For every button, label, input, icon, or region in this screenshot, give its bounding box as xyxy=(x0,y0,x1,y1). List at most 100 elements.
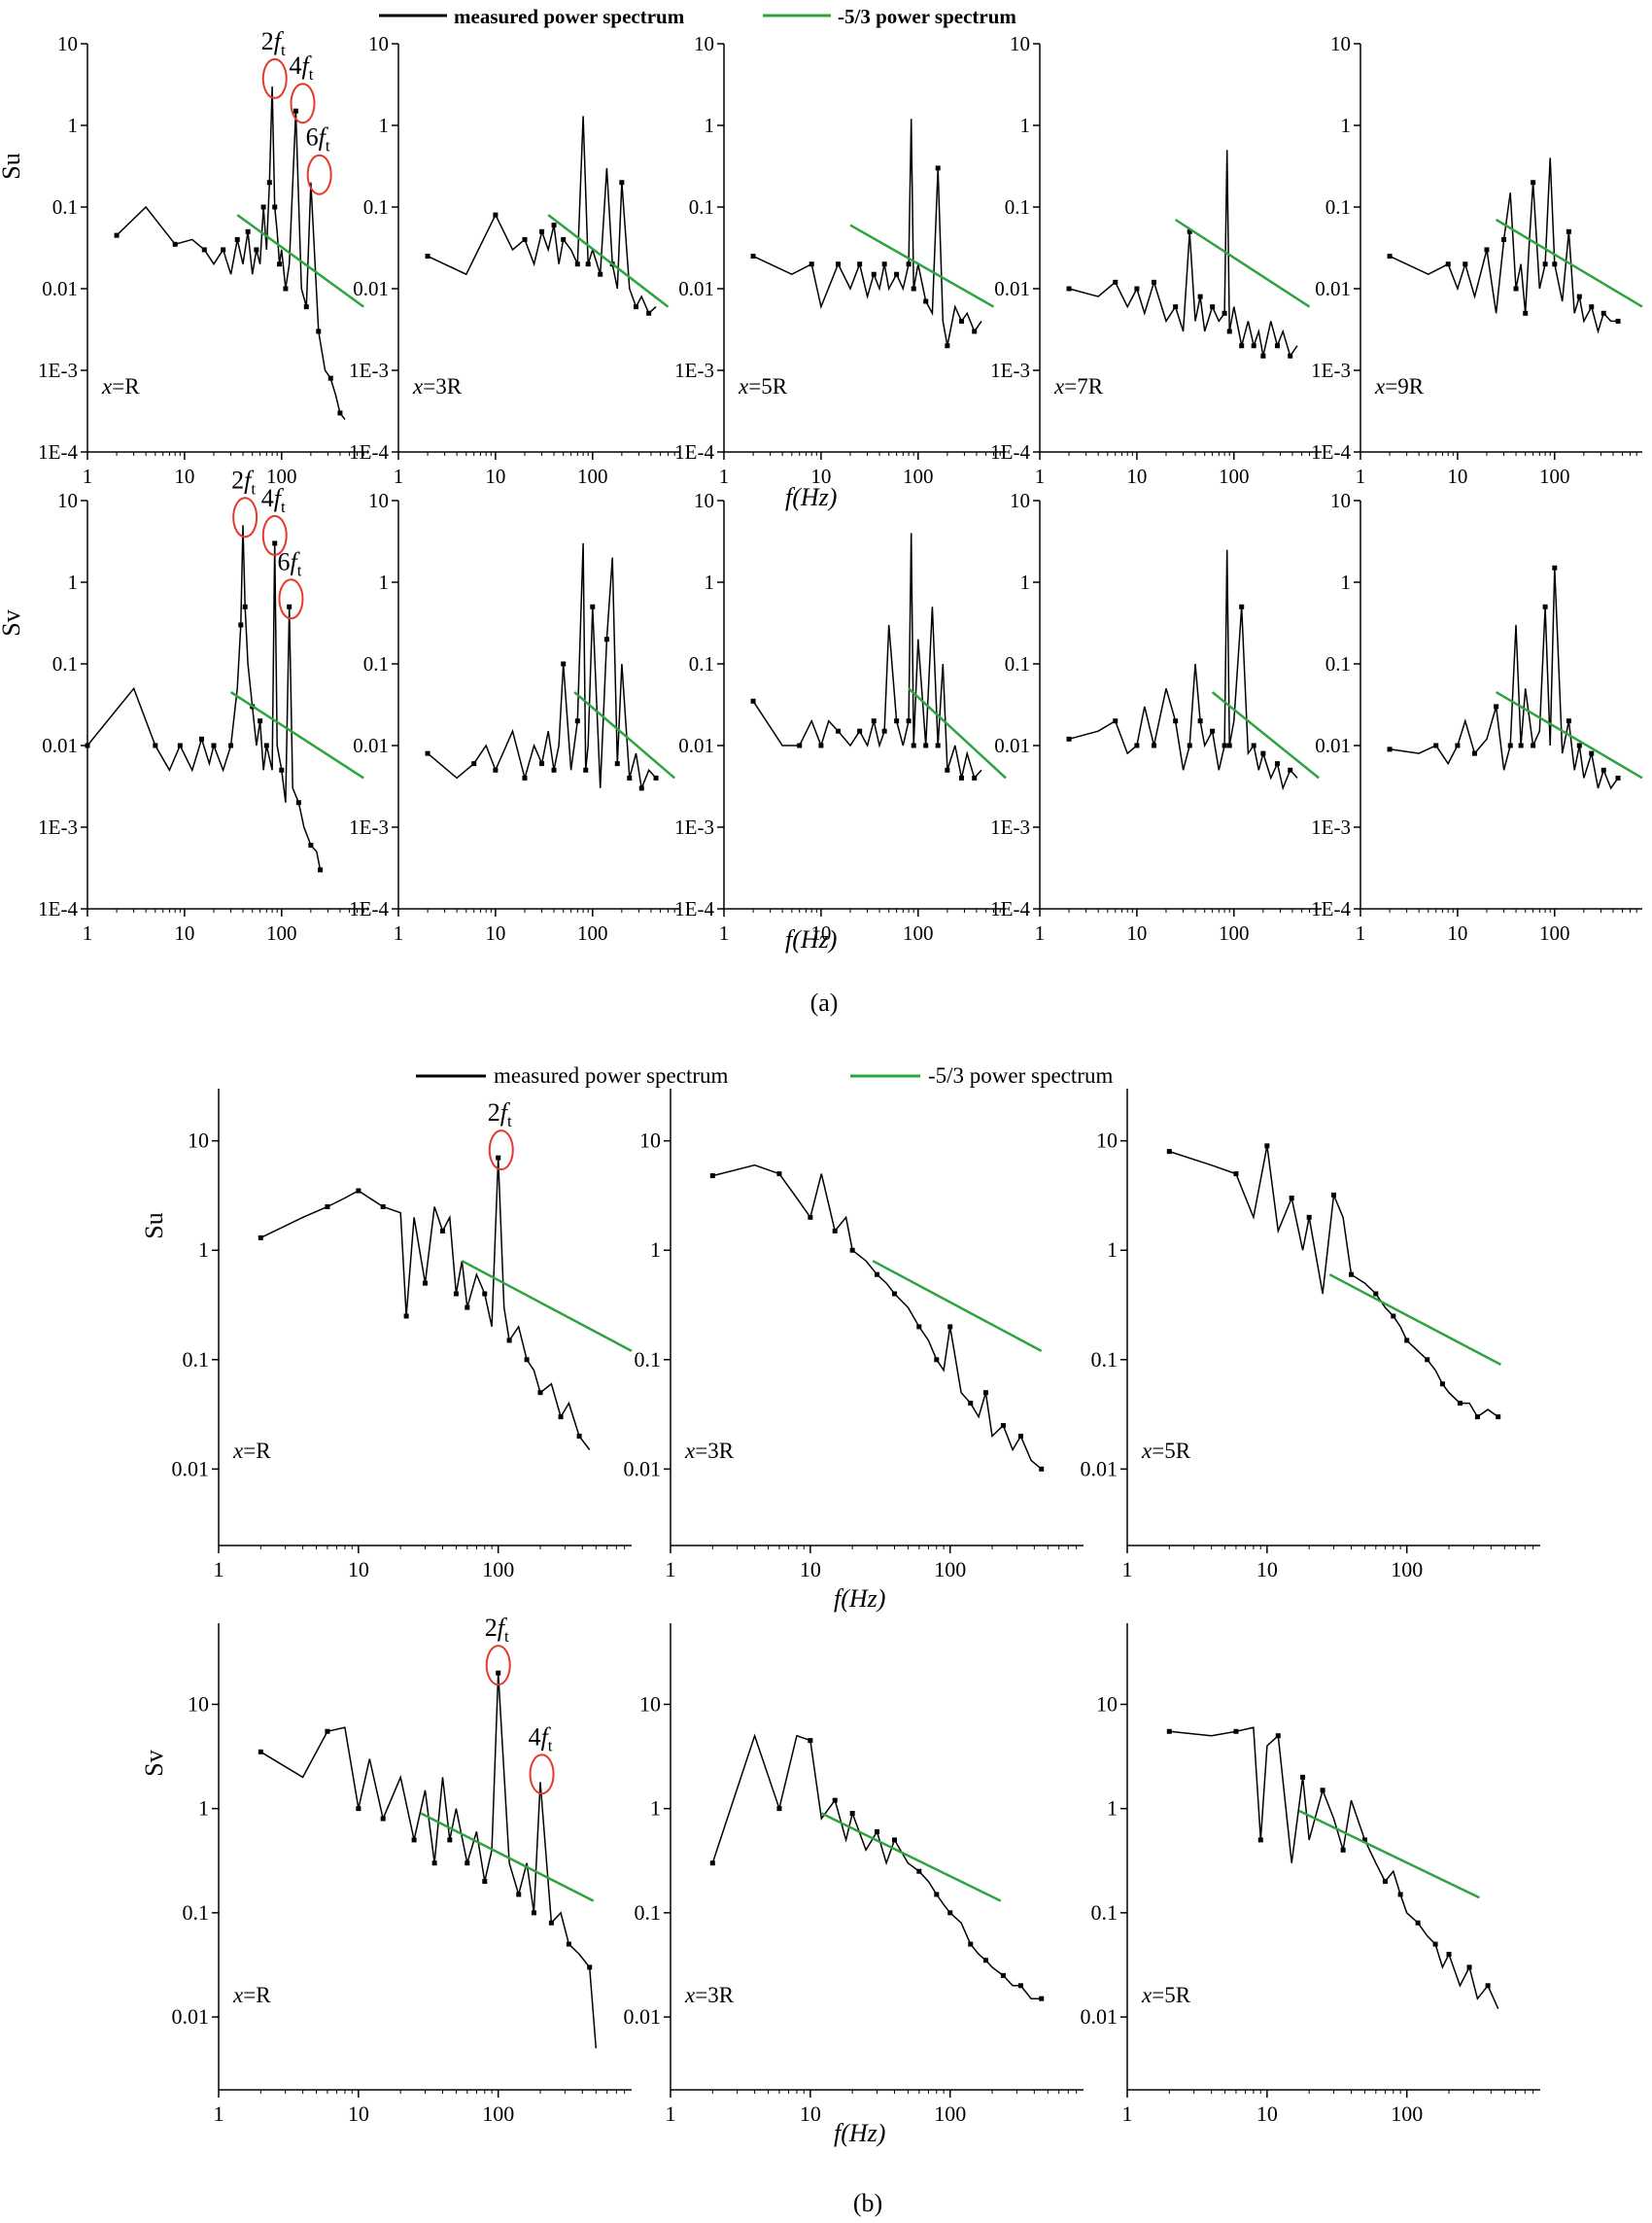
peak-label-f: f xyxy=(290,547,300,575)
y-tick-label: 0.1 xyxy=(363,652,389,676)
annotation-rest: =3R xyxy=(423,374,462,399)
data-point xyxy=(1566,228,1571,234)
data-point xyxy=(566,1941,571,1947)
data-point xyxy=(709,1173,715,1179)
x-tick-label: 1 xyxy=(214,1557,224,1581)
data-point xyxy=(1471,750,1477,756)
data-point xyxy=(1151,279,1156,285)
data-point xyxy=(1415,1920,1421,1926)
peak-label-f: f xyxy=(500,1098,511,1127)
y-tick-label: 0.1 xyxy=(52,652,78,676)
data-point xyxy=(1197,718,1203,724)
x-tick-label: 1 xyxy=(1356,465,1366,488)
peak-label: 4ft xyxy=(529,1722,553,1754)
data-point xyxy=(539,228,545,234)
data-point xyxy=(465,1860,470,1866)
x-tick-label: 1 xyxy=(719,465,730,488)
x-tick-label: 100 xyxy=(1391,2101,1423,2126)
data-point xyxy=(287,604,293,609)
data-point xyxy=(85,743,90,748)
data-point xyxy=(1589,750,1595,756)
annotation-rest: =7R xyxy=(1064,374,1103,399)
data-point xyxy=(1173,718,1179,724)
peak-label-sub: t xyxy=(504,1627,509,1646)
data-point xyxy=(614,761,620,767)
y-tick-label: 0.01 xyxy=(1081,2004,1119,2029)
data-point xyxy=(871,271,877,277)
fit-line xyxy=(1495,691,1643,780)
y-tick-label: 1E-4 xyxy=(38,440,78,464)
data-point xyxy=(524,1357,530,1363)
x-tick-label: 100 xyxy=(903,921,934,945)
data-point xyxy=(1226,743,1232,748)
peak-label: 4ft xyxy=(261,484,286,516)
data-point xyxy=(561,236,567,242)
peak-label: 2ft xyxy=(485,1614,509,1646)
legend-b-fit-label: -5/3 power spectrum xyxy=(928,1063,1113,1088)
data-point xyxy=(835,261,841,267)
x-tick-label: 100 xyxy=(1391,1557,1423,1581)
data-point xyxy=(646,310,652,316)
annotation-x: x xyxy=(684,1983,696,2007)
data-point xyxy=(1260,353,1266,359)
xaxis-label-b-row2: f(Hz) xyxy=(834,2119,885,2147)
fit-line xyxy=(229,691,364,780)
panel-a-sv-5: 1 10 100 10 1 0.1 0.01 1E-3 1E-4 xyxy=(1311,489,1643,945)
data-point xyxy=(1361,1837,1367,1843)
y-tick-label: 10 xyxy=(1010,489,1030,512)
data-point xyxy=(857,261,863,267)
x-tick-label: 1 xyxy=(1122,2101,1133,2126)
data-point xyxy=(551,223,557,228)
y-tick-label: 10 xyxy=(188,1129,209,1153)
x-tick-label: 10 xyxy=(485,921,505,945)
data-point xyxy=(809,261,814,267)
peak-label-sub: t xyxy=(281,41,286,59)
panel-annotation: x=R xyxy=(232,1983,271,2007)
data-point xyxy=(548,1920,554,1926)
data-point xyxy=(1615,775,1621,781)
fit-line xyxy=(1328,1273,1501,1367)
data-point xyxy=(295,800,301,806)
y-tick-label: 0.1 xyxy=(635,1347,662,1372)
annotation-x: x xyxy=(684,1439,696,1463)
data-point xyxy=(325,1728,330,1734)
data-point xyxy=(1000,1423,1006,1429)
data-point xyxy=(633,304,638,310)
y-tick-label: 1 xyxy=(379,571,390,594)
data-point xyxy=(947,1910,953,1916)
data-point xyxy=(916,1868,922,1874)
data-point xyxy=(958,775,964,781)
measured-line xyxy=(427,542,657,791)
data-point xyxy=(1239,343,1245,349)
x-tick-label: 10 xyxy=(348,2101,369,2126)
data-point xyxy=(1113,279,1119,285)
y-tick-label: 0.01 xyxy=(172,2004,210,2029)
y-tick-label: 10 xyxy=(368,32,389,55)
panel-b-sv-3: 1 10 100 10 1 0.1 0.01 x=5R xyxy=(1081,1623,1540,2126)
data-point xyxy=(923,298,929,304)
y-tick-label: 0.01 xyxy=(42,277,78,300)
data-point xyxy=(871,718,877,724)
y-tick-label: 0.1 xyxy=(1005,652,1030,676)
y-tick-label: 1E-4 xyxy=(990,897,1030,920)
data-point xyxy=(1166,1149,1172,1155)
data-point xyxy=(258,1234,263,1240)
data-point xyxy=(598,271,603,277)
y-tick-label: 0.1 xyxy=(183,1347,210,1372)
annotation-rest: =3R xyxy=(695,1983,734,2007)
y-tick-label: 1 xyxy=(650,1796,661,1821)
data-point xyxy=(1600,767,1606,773)
data-point xyxy=(1151,743,1156,748)
data-point xyxy=(1600,310,1606,316)
x-tick-label: 100 xyxy=(482,1557,514,1581)
y-tick-label: 10 xyxy=(57,32,78,55)
panel-annotation: x=5R xyxy=(738,374,788,399)
data-point xyxy=(506,1337,512,1343)
data-point xyxy=(1288,767,1293,773)
y-tick-label: 0.1 xyxy=(1091,1900,1119,1925)
x-tick-label: 1 xyxy=(394,921,404,945)
data-point xyxy=(242,604,248,609)
x-tick-label: 1 xyxy=(1035,921,1046,945)
y-tick-label: 1E-3 xyxy=(38,359,78,382)
data-point xyxy=(516,1892,522,1897)
